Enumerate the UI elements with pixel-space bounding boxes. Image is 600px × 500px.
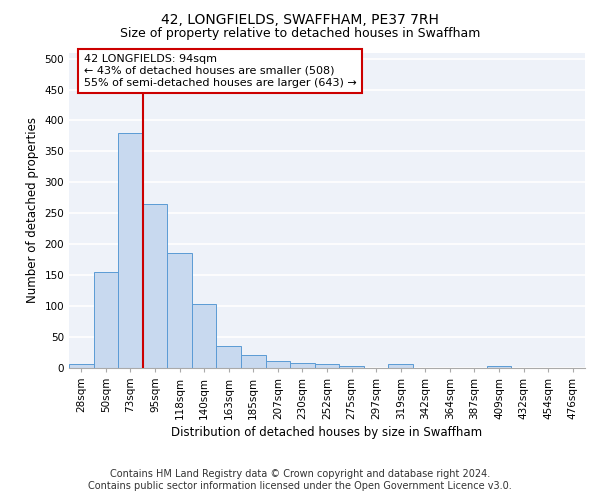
Bar (315, 364, 339, 368)
X-axis label: Distribution of detached houses by size in Swaffham: Distribution of detached houses by size … (172, 426, 482, 438)
Bar (69, 364, 94, 368)
Bar (94, 272, 118, 368)
Text: 42, LONGFIELDS, SWAFFHAM, PE37 7RH: 42, LONGFIELDS, SWAFFHAM, PE37 7RH (161, 12, 439, 26)
Bar (192, 304, 217, 368)
Bar (217, 346, 241, 368)
Bar (487, 366, 511, 368)
Bar (167, 253, 192, 368)
Bar (118, 133, 143, 368)
Y-axis label: Number of detached properties: Number of detached properties (26, 117, 39, 303)
Bar (241, 355, 266, 368)
Text: 42 LONGFIELDS: 94sqm
← 43% of detached houses are smaller (508)
55% of semi-deta: 42 LONGFIELDS: 94sqm ← 43% of detached h… (84, 54, 356, 88)
Bar (266, 362, 290, 368)
Bar (143, 204, 167, 368)
Bar (339, 366, 364, 368)
Text: Size of property relative to detached houses in Swaffham: Size of property relative to detached ho… (120, 28, 480, 40)
Bar (388, 364, 413, 368)
Text: Contains HM Land Registry data © Crown copyright and database right 2024.
Contai: Contains HM Land Registry data © Crown c… (88, 470, 512, 491)
Bar (290, 362, 315, 368)
